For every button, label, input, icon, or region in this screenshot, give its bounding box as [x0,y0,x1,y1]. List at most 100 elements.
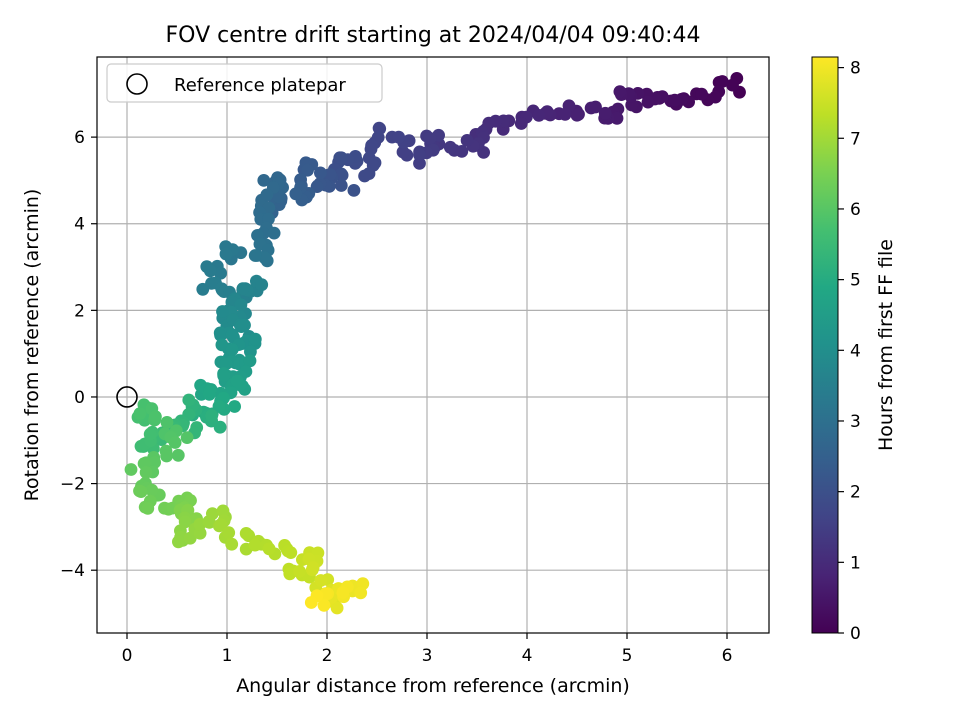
x-axis-label: Angular distance from reference (arcmin) [236,675,630,697]
scatter-point [225,343,239,356]
scatter-point [354,586,368,600]
scatter-point [262,542,276,556]
colorbar-tick-label: 0 [850,624,861,644]
x-tick-label: 5 [622,646,633,666]
x-tick-label: 3 [422,646,433,666]
legend-box [106,63,383,103]
x-tick-label: 1 [222,646,233,666]
scatter-point [143,427,157,441]
colorbar-tick-label: 2 [850,483,861,503]
scatter-points [124,72,746,615]
scatter-point [215,338,229,352]
x-tick-label: 6 [722,646,733,666]
scatter-point [217,369,231,383]
legend: Reference platepar [106,63,383,103]
x-tick-label: 2 [322,646,333,666]
scatter-point [171,448,185,462]
scatter-point [203,387,216,401]
colorbar-tick-label: 6 [850,200,861,220]
scatter-point [323,168,337,181]
scatter-point [133,484,146,498]
scatter-point [570,108,584,122]
plot-area-frame [96,56,770,634]
colorbar-tick-label: 4 [850,341,861,361]
scatter-point [726,78,739,92]
scatter-point [160,416,174,429]
scatter-point [149,410,162,423]
scatter-point [141,502,155,515]
scatter-point [306,561,320,574]
scatter-point [598,106,612,120]
scatter-point [610,111,624,125]
scatter-point [172,535,185,549]
scatter-point [392,130,406,144]
scatter-point [228,400,242,413]
x-tick-label: 4 [522,646,533,666]
y-tick-label: 4 [74,215,85,235]
scatter-point [243,354,257,368]
scatter-point [304,596,318,609]
chart-title: FOV centre drift starting at 2024/04/04 … [166,23,701,48]
reference-marker-layer [116,386,138,408]
scatter-point [695,87,708,101]
scatter-point [219,357,233,371]
scatter-point [145,483,159,497]
scatter-point [239,527,253,540]
scatter-point [168,436,182,449]
legend-open-circle-marker [126,73,148,95]
scatter-point [314,574,328,587]
colorbar-label: Hours from first FF file [875,239,897,451]
y-tick-label: 6 [74,128,85,148]
colorbar: 0 1 2 3 4 5 6 7 8 Hours from first FF file [811,56,897,644]
scatter-point [460,134,474,147]
scatter-point [257,174,271,187]
scatter-point [396,145,410,159]
colorbar-ticks: 0 1 2 3 4 5 6 7 8 [838,59,861,644]
y-axis-ticks: −4 −2 0 2 4 6 [60,128,97,581]
scatter-point [267,226,281,240]
x-tick-label: 0 [122,646,133,666]
scatter-point [214,518,228,532]
scatter-point [248,538,262,552]
x-axis-ticks: 0 1 2 3 4 5 6 [122,633,733,666]
scatter-point [182,393,196,407]
scatter-point [225,537,239,551]
scatter-point [180,431,194,444]
scatter-point [214,328,228,342]
reference-platepar-marker [116,386,138,408]
colorbar-tick-label: 7 [850,129,861,149]
y-tick-label: 0 [74,388,85,408]
scatter-point [284,546,298,559]
scatter-point [584,101,598,115]
y-tick-label: −4 [60,561,85,581]
scatter-point [301,163,314,177]
scatter-point [206,507,219,520]
legend-label: Reference platepar [174,75,346,96]
scatter-point [423,132,437,145]
scatter-point [244,345,257,359]
scatter-point [347,184,361,197]
colorbar-gradient [811,56,839,634]
scatter-point [214,266,228,280]
y-axis-label: Rotation from reference (arcmin) [21,189,43,502]
scatter-point [330,601,344,615]
scatter-point [372,121,386,135]
scatter-point [334,151,348,165]
scatter-point [248,332,262,346]
scatter-point [317,598,331,612]
scatter-point [283,567,297,581]
scatter-point [514,117,528,130]
scatter-point [260,188,274,202]
colorbar-tick-label: 5 [850,271,861,291]
scatter-point [255,278,269,292]
scatter-point [216,305,229,318]
scatter-point [139,466,153,479]
colorbar-tick-label: 8 [850,59,861,79]
y-tick-label: 2 [74,301,85,321]
scatter-point [230,374,244,388]
scatter-point [234,320,248,333]
scatter-point [641,95,655,109]
scatter-point [715,75,729,88]
scatter-point [133,407,147,420]
